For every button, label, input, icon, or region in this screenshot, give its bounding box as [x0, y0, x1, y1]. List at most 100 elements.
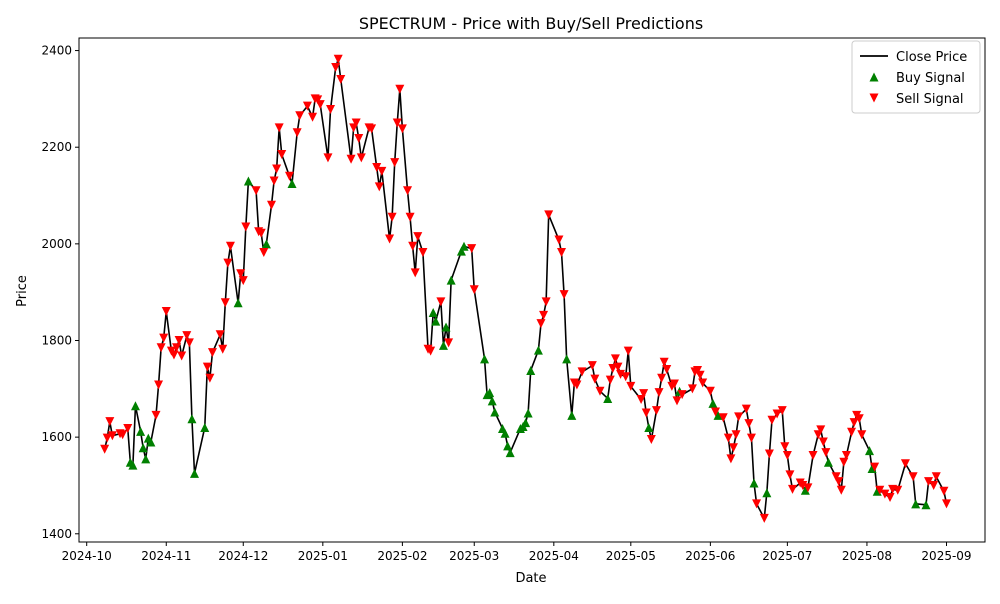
sell-signal-marker — [256, 228, 266, 238]
sell-signal-marker — [695, 370, 705, 380]
sell-signal-marker — [723, 433, 733, 443]
sell-signal-marker — [841, 451, 851, 461]
sell-signal-marker — [849, 418, 859, 428]
sell-signal-marker — [426, 346, 436, 356]
buy-signal-marker — [505, 448, 515, 458]
sell-signal-marker — [595, 386, 605, 396]
legend: Close Price Buy Signal Sell Signal — [851, 40, 981, 114]
sell-signal-marker — [885, 493, 895, 503]
sell-signal-marker — [159, 333, 169, 343]
sell-signal-marker — [202, 362, 212, 372]
buy-signal-marker — [136, 426, 146, 436]
sell-signal-marker — [780, 442, 790, 452]
sell-signal-marker — [741, 404, 751, 414]
buy-signal-marker — [921, 500, 931, 510]
sell-signal-marker — [672, 396, 682, 406]
buy-signal-marker — [200, 422, 210, 432]
legend-box — [851, 40, 981, 114]
sell-signal-marker — [205, 373, 215, 383]
sell-signal-marker — [657, 373, 667, 383]
sell-signal-marker — [798, 480, 808, 490]
sell-signal-marker — [333, 54, 343, 64]
sell-signal-marker — [613, 362, 623, 372]
buy-signal-marker — [521, 418, 531, 428]
x-tick-label: 2024-12 — [218, 549, 268, 563]
buy-signal-markers — [125, 176, 931, 510]
sell-signal-marker — [100, 444, 110, 454]
sell-signal-marker — [718, 413, 728, 423]
x-tick-label: 2025-04 — [529, 549, 579, 563]
sell-signal-marker — [418, 248, 428, 258]
sell-signal-marker — [893, 485, 903, 495]
sell-signal-marker — [836, 485, 846, 495]
buy-signal-marker — [523, 408, 533, 418]
legend-label-sell: Sell Signal — [896, 92, 964, 107]
sell-signal-marker — [284, 171, 294, 181]
sell-signal-marker — [847, 427, 857, 437]
x-tick-label: 2025-08 — [842, 549, 892, 563]
buy-signal-marker — [713, 410, 723, 420]
sell-signal-marker — [107, 431, 117, 441]
sell-signal-marker — [223, 258, 233, 268]
sell-signal-marker — [854, 414, 864, 424]
buy-signal-marker — [526, 365, 536, 375]
buy-signal-marker — [428, 307, 438, 317]
buy-signal-marker — [480, 354, 490, 364]
y-tick-label: 1600 — [41, 430, 72, 444]
sell-signal-marker — [705, 386, 715, 396]
sell-signal-marker — [929, 480, 939, 490]
sell-signal-marker — [174, 335, 184, 345]
buy-signal-marker — [233, 298, 243, 308]
x-tick-label: 2025-01 — [298, 549, 348, 563]
buy-signal-marker — [243, 176, 253, 186]
close-price-line — [103, 58, 948, 520]
sell-signal-marker — [767, 415, 777, 425]
sell-signal-marker — [308, 112, 318, 122]
sell-signal-marker — [931, 472, 941, 482]
legend-label-close: Close Price — [896, 50, 967, 65]
sell-signal-marker — [215, 330, 225, 340]
x-tick-label: 2025-09 — [921, 549, 971, 563]
x-tick-label: 2025-06 — [685, 549, 735, 563]
buy-signal-marker — [146, 437, 156, 447]
legend-label-buy: Buy Signal — [896, 71, 965, 86]
sell-signal-marker — [405, 212, 415, 222]
sell-signal-marker — [315, 100, 325, 110]
x-tick-label: 2025-07 — [762, 549, 812, 563]
sell-signal-marker — [313, 95, 323, 105]
sell-signal-marker — [156, 343, 166, 353]
sell-signal-marker — [803, 483, 813, 493]
sell-signal-marker — [387, 212, 397, 222]
buy-signal-marker — [533, 345, 543, 355]
buy-signal-marker — [130, 401, 140, 411]
sell-signal-marker — [403, 186, 413, 196]
buy-signal-marker — [567, 410, 577, 420]
buy-signal-marker — [438, 340, 448, 350]
sell-signal-marker — [608, 364, 618, 374]
sell-signal-marker — [184, 338, 194, 348]
buy-signal-marker — [500, 428, 510, 438]
sell-signal-marker — [834, 477, 844, 487]
sell-signal-marker — [302, 101, 312, 111]
plot-frame — [78, 37, 986, 543]
sell-signal-marker — [572, 380, 582, 390]
sell-signal-marker — [746, 433, 756, 443]
sell-signal-marker — [726, 454, 736, 464]
sell-signal-marker — [639, 389, 649, 399]
sell-signal-marker — [236, 269, 246, 279]
x-tick-label: 2024-10 — [62, 549, 112, 563]
sell-signal-marker — [218, 344, 228, 354]
buy-signal-marker — [261, 239, 271, 249]
buy-signal-marker — [287, 178, 297, 188]
sell-signal-marker — [220, 298, 230, 308]
sell-signal-marker — [857, 430, 867, 440]
legend-buy-marker — [869, 72, 879, 82]
plot-area — [100, 54, 952, 523]
sell-signal-marker — [151, 410, 161, 420]
x-tick-label: 2025-03 — [449, 549, 499, 563]
sell-signal-marker — [410, 268, 420, 278]
sell-signal-marker — [326, 105, 336, 115]
chart-title: SPECTRUM - Price with Buy/Sell Predictio… — [359, 14, 703, 33]
sell-signal-marker — [711, 407, 721, 417]
